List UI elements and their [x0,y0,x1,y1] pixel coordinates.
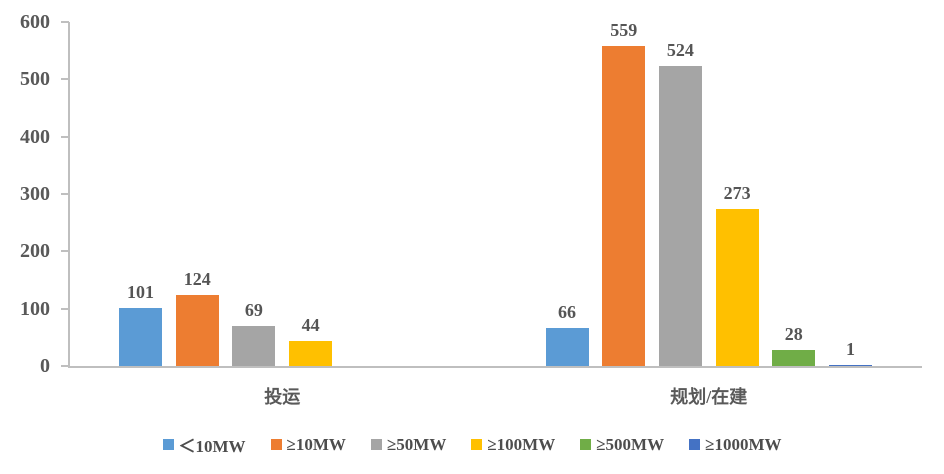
bar-规划/在建-≥1000MW [829,365,872,366]
y-axis-tick-label: 200 [20,240,50,263]
legend-label: ≥1000MW [705,434,782,454]
bar-value-label: 28 [784,323,803,344]
legend-label: ≥50MW [386,434,447,454]
y-axis-tick [61,78,69,81]
bar-规划/在建-＜10MW [545,328,589,366]
legend-label: ＜10MW [178,437,246,456]
y-axis-tick [61,250,69,253]
legend-item: ≥50MW [370,434,447,455]
category-label-1: 投运 [264,387,301,407]
bar-投运-＜10MW [119,308,162,366]
legend-item: ≥500MW [580,435,664,455]
y-axis-tick-label: 100 [20,297,50,320]
y-axis-tick-label: 500 [20,68,50,91]
bar-value-label: 101 [127,282,154,303]
y-axis-tick-label: 0 [40,355,50,377]
bar-投运-≥100MW [289,340,333,366]
y-axis-tick-label: 600 [20,11,50,33]
legend-swatch-icon [370,439,382,450]
legend-swatch-icon [471,439,483,450]
bar-value-label: 69 [244,300,263,321]
legend-label: ≥500MW [596,434,665,454]
bar-value-label: 1 [846,339,855,360]
y-axis [68,22,70,368]
bar-规划/在建-≥500MW [772,349,816,366]
bar-投运-≥50MW [232,326,276,366]
bar-value-label: 273 [723,183,751,204]
legend-label: ≥100MW [487,434,556,454]
legend-swatch-icon [162,439,174,450]
y-axis-tick-label: 400 [20,125,50,148]
y-axis-tick [61,193,69,195]
bar-value-label: 559 [610,19,638,40]
bar-规划/在建-≥100MW [715,209,759,366]
y-axis-tick-label: 300 [20,183,50,205]
bar-value-label: 524 [666,39,694,60]
y-axis-tick [61,135,69,138]
bar-value-label: 124 [183,268,211,289]
bar-投运-≥10MW [175,294,219,366]
x-axis [68,366,922,368]
y-axis-tick [61,307,69,310]
bar-规划/在建-≥10MW [602,45,646,366]
legend-item: ＜10MW [162,432,246,457]
category-label-2: 规划/在建 [670,387,748,407]
legend-item: ≥1000MW [689,434,782,455]
legend-item: ≥100MW [471,435,555,455]
legend: ＜10MW ≥10MW ≥50MW ≥100MW ≥500MW ≥1000MW [0,432,944,457]
bar-value-label: 66 [558,302,576,323]
y-axis-tick [61,365,69,367]
legend-swatch-icon [689,439,701,450]
legend-swatch-icon [580,439,592,450]
legend-swatch-icon [270,439,282,450]
legend-label: ≥10MW [286,434,346,454]
legend-item: ≥10MW [270,434,346,455]
y-axis-tick [61,21,69,23]
bar-value-label: 44 [301,314,320,335]
bar-规划/在建-≥50MW [658,65,702,366]
